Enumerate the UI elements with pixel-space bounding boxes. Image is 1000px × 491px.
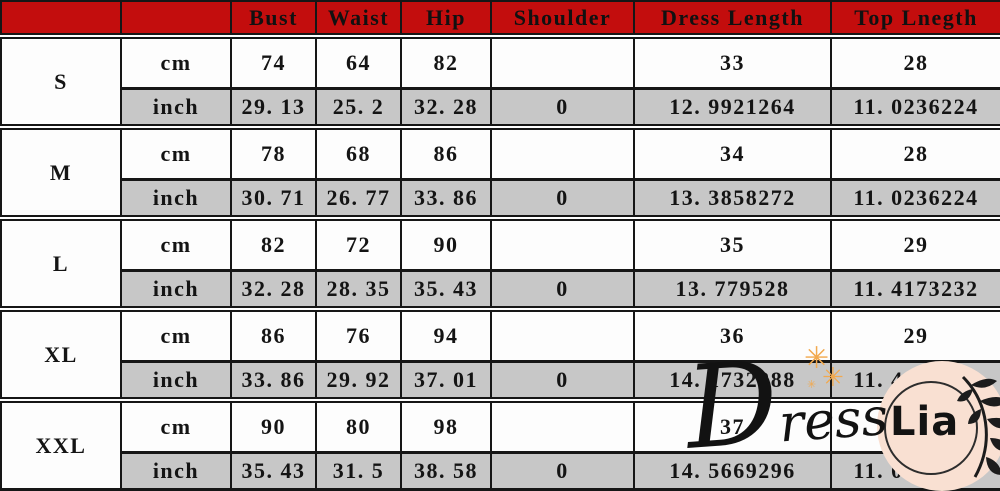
sparkle-icon: ✳ [807, 378, 817, 391]
top-length-cm: 28 [830, 124, 1000, 181]
header-cell-top-length: Top Lnegth [830, 0, 1000, 37]
dress-length-inch: 12. 9921264 [633, 87, 832, 128]
bust-inch: 33. 86 [230, 360, 317, 401]
hip-cm: 86 [400, 124, 492, 181]
hip-inch: 37. 01 [400, 360, 492, 401]
hip-inch: 32. 28 [400, 87, 492, 128]
row-s-inch: inch 29. 13 25. 2 32. 28 0 12. 9921264 1… [1, 87, 1000, 128]
waist-inch: 31. 5 [315, 451, 402, 491]
bust-cm: 74 [230, 33, 317, 90]
size-label: L [0, 215, 122, 310]
shoulder-inch: 0 [490, 87, 635, 128]
shoulder-inch: 0 [490, 178, 635, 219]
shoulder-cm [490, 215, 635, 272]
header-cell-waist: Waist [315, 0, 402, 37]
header-cell-shoulder: Shoulder [490, 0, 635, 37]
top-length-inch: 11. 0236224 [830, 87, 1000, 128]
top-length-cm: 29 [830, 306, 1000, 363]
bust-cm: 78 [230, 124, 317, 181]
waist-cm: 76 [315, 306, 402, 363]
size-label: S [0, 33, 122, 128]
unit-label-cm: cm [120, 397, 232, 454]
waist-cm: 68 [315, 124, 402, 181]
dress-length-inch: 14. 5669296 [633, 451, 832, 491]
bust-inch: 29. 13 [230, 87, 317, 128]
bust-cm: 82 [230, 215, 317, 272]
unit-label-cm: cm [120, 33, 232, 90]
shoulder-inch: 0 [490, 360, 635, 401]
top-length-inch: 11. 4173232 [830, 269, 1000, 310]
row-l-cm: L cm 82 72 90 35 29 [0, 215, 1000, 310]
hip-cm: 98 [400, 397, 492, 454]
unit-label-cm: cm [120, 306, 232, 363]
logo-script-text: Dress [681, 335, 891, 475]
row-m-inch: inch 30. 71 26. 77 33. 86 0 13. 3858272 … [1, 178, 1000, 219]
size-label: M [0, 124, 122, 219]
header-cell-bust: Bust [230, 0, 317, 37]
unit-label-cm: cm [120, 215, 232, 272]
shoulder-cm [490, 397, 635, 454]
row-s-cm: S cm 74 64 82 33 28 [0, 33, 1000, 128]
bust-cm: 86 [230, 306, 317, 363]
unit-label-inch: inch [120, 87, 232, 128]
top-length-cm: 29 [830, 215, 1000, 272]
dress-length-inch: 13. 779528 [633, 269, 832, 310]
shoulder-cm [490, 33, 635, 90]
header-cell-hip: Hip [400, 0, 492, 37]
bust-inch: 30. 71 [230, 178, 317, 219]
shoulder-inch: 0 [490, 269, 635, 310]
unit-label-inch: inch [120, 269, 232, 310]
bust-inch: 35. 43 [230, 451, 317, 491]
unit-label-inch: inch [120, 178, 232, 219]
dress-length-cm: 35 [633, 215, 832, 272]
row-m-cm: M cm 78 68 86 34 28 [0, 124, 1000, 219]
header-cell-unit [120, 0, 232, 37]
sparkle-icon: ✳ [804, 341, 830, 376]
dress-length-cm: 34 [633, 124, 832, 181]
top-length-inch: 11. 0236224 [830, 178, 1000, 219]
logo-ring [884, 381, 978, 475]
row-xxl-inch: inch 35. 43 31. 5 38. 58 0 14. 5669296 1… [1, 451, 1000, 491]
hip-inch: 33. 86 [400, 178, 492, 219]
size-label: XL [0, 306, 122, 401]
hip-cm: 82 [400, 33, 492, 90]
row-xxl-cm: XXL cm 90 80 98 37 [0, 397, 1000, 491]
unit-label-inch: inch [120, 360, 232, 401]
waist-inch: 26. 77 [315, 178, 402, 219]
top-length-cm: 28 [830, 33, 1000, 90]
shoulder-cm [490, 306, 635, 363]
header-row: Bust Waist Hip Shoulder Dress Length Top… [0, 0, 1000, 37]
waist-inch: 25. 2 [315, 87, 402, 128]
waist-cm: 64 [315, 33, 402, 90]
dress-length-inch: 13. 3858272 [633, 178, 832, 219]
waist-inch: 29. 92 [315, 360, 402, 401]
laurel-branch-icon [957, 375, 1000, 478]
bust-inch: 32. 28 [230, 269, 317, 310]
waist-cm: 72 [315, 215, 402, 272]
unit-label-inch: inch [120, 451, 232, 491]
dress-length-cm: 33 [633, 33, 832, 90]
dress-length-cm: 36 [633, 306, 832, 363]
hip-cm: 94 [400, 306, 492, 363]
header-cell-dress-length: Dress Length [633, 0, 832, 37]
logo-brand-text: Lia [890, 399, 960, 445]
row-l-inch: inch 32. 28 28. 35 35. 43 0 13. 779528 1… [1, 269, 1000, 310]
dress-length-inch: 14. 1732288 [633, 360, 832, 401]
hip-inch: 38. 58 [400, 451, 492, 491]
sparkle-icon: ✳ [822, 363, 844, 393]
shoulder-inch: 0 [490, 451, 635, 491]
dress-length-cm: 37 [633, 397, 832, 454]
size-label: XXL [0, 397, 122, 491]
waist-inch: 28. 35 [315, 269, 402, 310]
hip-cm: 90 [400, 215, 492, 272]
unit-label-cm: cm [120, 124, 232, 181]
waist-cm: 80 [315, 397, 402, 454]
bust-cm: 90 [230, 397, 317, 454]
shoulder-cm [490, 124, 635, 181]
row-xl-cm: XL cm 86 76 94 36 29 [0, 306, 1000, 401]
hip-inch: 35. 43 [400, 269, 492, 310]
header-cell-size [0, 0, 122, 37]
